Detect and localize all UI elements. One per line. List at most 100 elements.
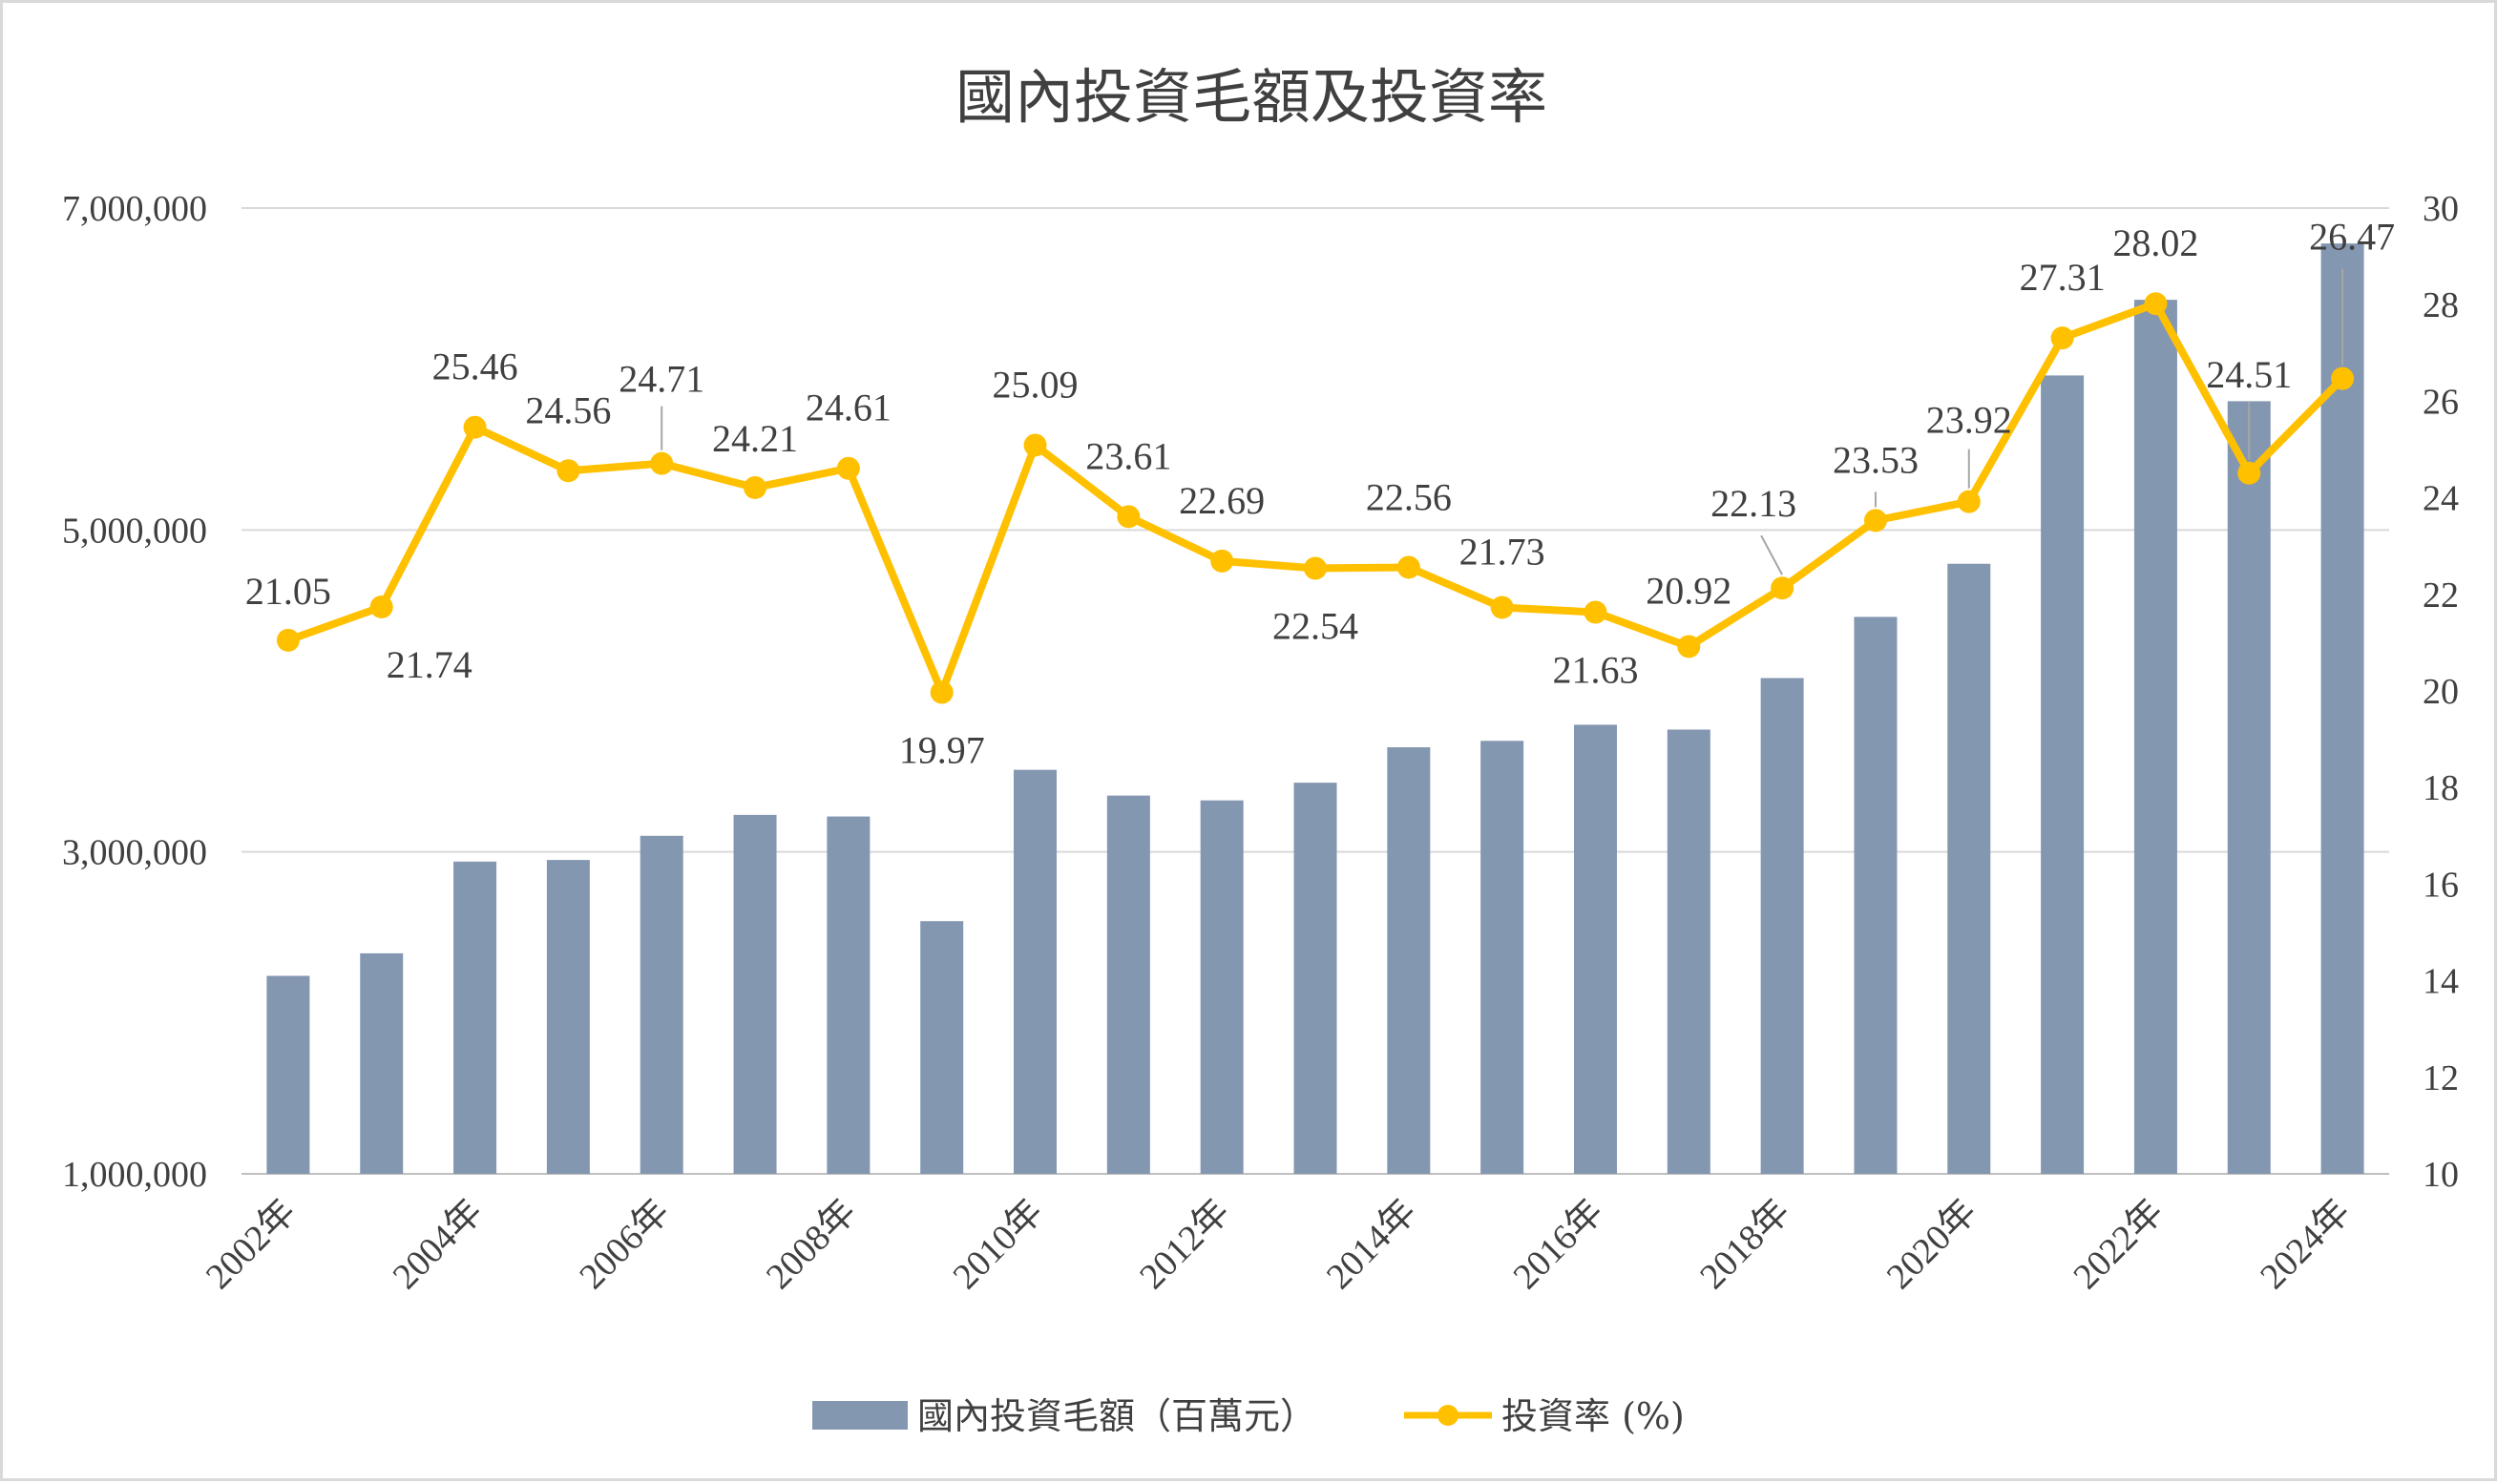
- rate-point: [1117, 505, 1141, 529]
- line-series: [276, 292, 2355, 704]
- right-tick-label: 30: [2423, 189, 2459, 229]
- chart-title: 國內投資毛額及投資率: [955, 62, 1547, 132]
- left-tick-label: 1,000,000: [62, 1155, 207, 1195]
- rate-data-label: 24.21: [712, 417, 798, 460]
- bar: [1387, 747, 1431, 1174]
- left-tick-label: 5,000,000: [62, 511, 207, 551]
- rate-point: [1677, 635, 1701, 658]
- rate-point: [744, 475, 767, 499]
- right-tick-label: 20: [2423, 672, 2459, 712]
- bar: [266, 975, 310, 1174]
- rate-data-label: 28.02: [2112, 221, 2198, 264]
- x-axis: 2002年 2004年 2006年 2008年 2010年 2012年 2014年 2016年…: [199, 1192, 2358, 1297]
- right-tick-label: 12: [2423, 1058, 2459, 1098]
- bar: [733, 814, 777, 1174]
- rate-data-label: 22.13: [1710, 482, 1796, 525]
- bar: [1200, 800, 1244, 1174]
- right-tick-label: 16: [2423, 865, 2459, 905]
- rate-data-label: 25.46: [432, 345, 518, 388]
- rate-data-label: 27.31: [2020, 256, 2106, 299]
- rate-data-label: 21.63: [1552, 649, 1638, 692]
- rate-data-label: 22.69: [1179, 479, 1265, 522]
- rate-point: [2331, 366, 2355, 390]
- bar: [1667, 729, 1710, 1174]
- rate-point: [2237, 461, 2261, 485]
- rate-point: [2144, 292, 2168, 316]
- right-tick-label: 22: [2423, 575, 2459, 616]
- rate-point: [463, 415, 487, 439]
- right-tick-label: 24: [2423, 479, 2459, 519]
- rate-point: [1396, 555, 1420, 579]
- bar: [2227, 401, 2271, 1174]
- bar: [1293, 783, 1337, 1174]
- x-tick-label: 2014年: [1319, 1192, 1424, 1297]
- bar: [2041, 375, 2085, 1174]
- rate-data-label: 24.56: [525, 388, 611, 431]
- rate-data-label: 19.97: [899, 729, 985, 772]
- rate-point: [2050, 326, 2074, 350]
- bar: [1760, 678, 1804, 1174]
- x-tick-label: 2004年: [386, 1192, 491, 1297]
- x-tick-label: 2012年: [1132, 1192, 1237, 1297]
- rate-point: [276, 628, 300, 652]
- rate-point: [1023, 433, 1047, 457]
- legend: 國內投資毛額（百萬元） 投資率 (%): [812, 1395, 1685, 1437]
- rate-data-label: 25.09: [993, 363, 1079, 406]
- bar: [2133, 300, 2177, 1174]
- rate-data-label: 24.61: [806, 387, 892, 429]
- rate-point: [1771, 576, 1794, 600]
- bar: [546, 860, 590, 1174]
- x-tick-label: 2024年: [2253, 1192, 2358, 1297]
- rate-data-label: 24.51: [2206, 353, 2292, 396]
- rate-point: [1863, 509, 1887, 533]
- bar: [640, 835, 683, 1174]
- bar: [1106, 795, 1150, 1174]
- x-tick-label: 2008年: [759, 1192, 864, 1297]
- x-tick-label: 2018年: [1692, 1192, 1797, 1297]
- rate-data-label: 20.92: [1646, 569, 1731, 612]
- legend-line-marker: [1437, 1405, 1458, 1426]
- leader-line: [1760, 534, 1784, 575]
- rate-point: [556, 459, 580, 483]
- x-tick-label: 2016年: [1506, 1192, 1611, 1297]
- left-tick-label: 3,000,000: [62, 833, 207, 873]
- bar: [1947, 563, 1991, 1174]
- rate-point: [930, 680, 954, 704]
- rate-data-label: 24.71: [619, 358, 704, 401]
- combo-chart: 國內投資毛額及投資率 1,000,000 3,000,000 5,000,000 7,…: [62, 62, 2459, 1437]
- right-tick-label: 26: [2423, 382, 2459, 422]
- rate-point: [650, 451, 674, 475]
- rate-data-label: 23.53: [1833, 438, 1919, 481]
- bar: [1573, 724, 1617, 1174]
- rate-data-label: 21.05: [245, 570, 331, 613]
- rate-data-label: 21.74: [387, 643, 472, 686]
- left-tick-label: 7,000,000: [62, 189, 207, 229]
- bar: [1854, 617, 1898, 1174]
- rate-data-label: 22.56: [1366, 475, 1452, 518]
- bar: [920, 921, 964, 1174]
- x-tick-label: 2022年: [2066, 1192, 2171, 1297]
- rate-point: [1304, 556, 1327, 580]
- bar-series: [266, 243, 2364, 1174]
- rate-point: [1490, 596, 1514, 619]
- rate-data-label: 22.54: [1272, 604, 1358, 647]
- right-tick-label: 14: [2423, 962, 2459, 1002]
- left-axis: 1,000,000 3,000,000 5,000,000 7,000,000: [62, 189, 207, 1195]
- rate-point: [1210, 549, 1234, 573]
- x-tick-label: 2002年: [199, 1192, 304, 1297]
- bar: [827, 816, 871, 1174]
- rate-data-label: 26.47: [2309, 216, 2395, 259]
- rate-point: [1584, 600, 1607, 624]
- x-tick-label: 2006年: [572, 1192, 677, 1297]
- right-tick-label: 18: [2423, 768, 2459, 808]
- rate-data-label: 21.73: [1459, 530, 1545, 573]
- right-tick-label: 10: [2423, 1155, 2459, 1195]
- bar: [360, 952, 404, 1174]
- bar: [2320, 243, 2364, 1174]
- legend-bar-swatch: [812, 1401, 908, 1430]
- legend-line-label: 投資率 (%): [1501, 1395, 1685, 1437]
- legend-bar-label: 國內投資毛額（百萬元）: [917, 1395, 1316, 1437]
- bar: [453, 861, 497, 1174]
